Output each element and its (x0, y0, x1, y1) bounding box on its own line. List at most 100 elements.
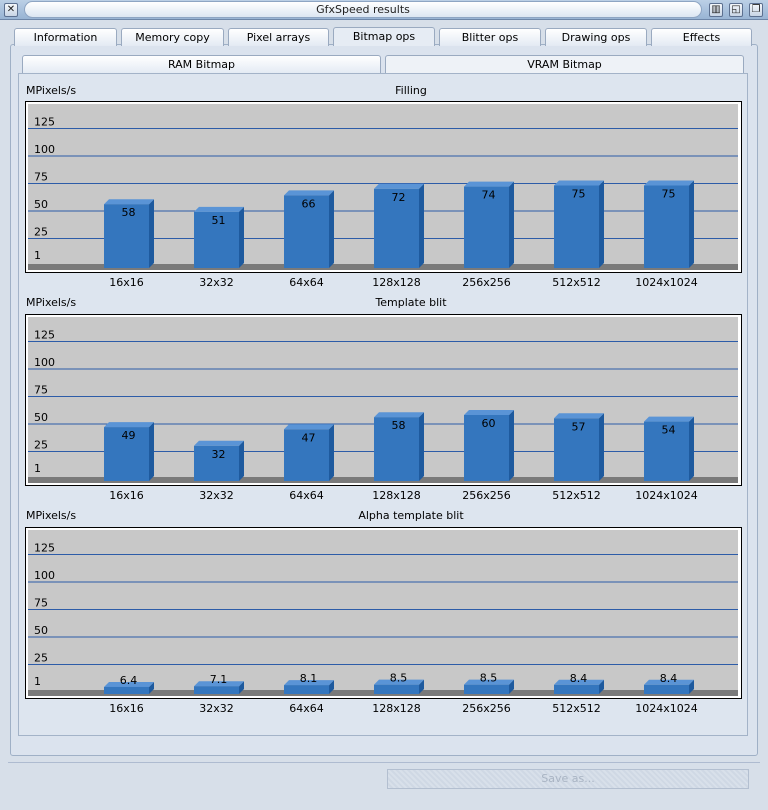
tab-memory-copy[interactable]: Memory copy (121, 28, 224, 46)
bar-top (644, 180, 694, 186)
bar-value-label: 66 (302, 197, 316, 210)
bar-side (689, 679, 694, 694)
bar-top (374, 679, 424, 685)
y-tick-label: 125 (34, 542, 55, 555)
x-tick-label: 1024x1024 (635, 276, 698, 289)
bar-side (149, 422, 154, 481)
chart-1-frame: 1 25 50 75 100 125 58 51 66 72 74 75 75 16x16 32x32 64… (25, 101, 742, 289)
bar-side (329, 190, 334, 268)
bar-top (374, 412, 424, 418)
y-tick-label: 75 (34, 384, 48, 397)
bar-value-label: 51 (212, 214, 226, 227)
window-title: GfxSpeed results (24, 1, 702, 18)
x-tick-label: 512x512 (552, 702, 601, 715)
bar (284, 195, 329, 268)
y-tick-label: 50 (34, 624, 48, 637)
bar-value-label: 8.5 (480, 672, 498, 685)
bar-top (464, 181, 514, 187)
bar-side (509, 410, 514, 481)
bar-value-label: 54 (662, 424, 676, 437)
tab-pixel-arrays[interactable]: Pixel arrays (228, 28, 329, 46)
bar-side (599, 180, 604, 268)
bar (374, 684, 419, 694)
y-tick-label: 75 (34, 597, 48, 610)
tab-label: Memory copy (135, 31, 210, 44)
y-tick-label: 100 (34, 569, 55, 582)
bar-value-label: 8.1 (300, 672, 318, 685)
bar (374, 188, 419, 268)
window-titlebar[interactable]: ✕ GfxSpeed results ▥ ◱ ❐ (0, 0, 768, 20)
chart-3-ylabel: MPixels/s (26, 509, 77, 522)
subtab-vram-bitmap[interactable]: VRAM Bitmap (385, 55, 744, 73)
tab-drawing-ops[interactable]: Drawing ops (545, 28, 647, 46)
save-as-label: Save as... (541, 772, 595, 785)
bar-top (194, 440, 244, 446)
tab-label: Blitter ops (461, 31, 519, 44)
bar-top (284, 424, 334, 430)
y-tick-label: 25 (34, 439, 48, 452)
chart-2-frame: 1 25 50 75 100 125 49 32 47 58 60 57 54 16x16 32x32 64… (25, 314, 742, 502)
y-tick-label: 1 (34, 462, 41, 475)
tab-label: Drawing ops (561, 31, 631, 44)
bar (104, 686, 149, 694)
bar (284, 685, 329, 694)
bar (554, 684, 599, 694)
bar-top (464, 679, 514, 685)
y-tick-label: 25 (34, 652, 48, 665)
bar-top (554, 679, 604, 685)
tab-label: Effects (682, 31, 721, 44)
subtab-ram-bitmap[interactable]: RAM Bitmap (22, 55, 381, 73)
bar (464, 186, 509, 268)
depth-button[interactable]: ❐ (749, 3, 763, 17)
bar-side (149, 199, 154, 268)
bar-top (284, 680, 334, 686)
bar-top (194, 206, 244, 212)
bar (464, 684, 509, 694)
tab-bitmap-ops[interactable]: Bitmap ops (333, 27, 435, 46)
bar-value-label: 75 (572, 188, 586, 201)
y-tick-label: 125 (34, 116, 55, 129)
chart-1-title: Filling (395, 84, 427, 97)
x-axis-labels: 16x16 32x32 64x64 128x128 256x256 512x512 1024… (26, 489, 743, 503)
iconify-icon: ▥ (711, 4, 721, 15)
x-tick-label: 16x16 (109, 702, 144, 715)
x-tick-label: 256x256 (462, 489, 511, 502)
x-axis-labels: 16x16 32x32 64x64 128x128 256x256 512x512 1024… (26, 276, 743, 290)
bar-value-label: 58 (392, 419, 406, 432)
tab-effects[interactable]: Effects (651, 28, 752, 46)
x-tick-label: 16x16 (109, 489, 144, 502)
iconify-button[interactable]: ▥ (709, 3, 723, 17)
x-tick-label: 1024x1024 (635, 489, 698, 502)
close-window-button[interactable]: ✕ (4, 3, 18, 17)
close-icon: ✕ (6, 4, 16, 15)
bar-top (644, 679, 694, 685)
chart-1-ylabel: MPixels/s (26, 84, 77, 97)
bar-value-label: 47 (302, 431, 316, 444)
x-tick-label: 1024x1024 (635, 702, 698, 715)
y-tick-label: 1 (34, 675, 41, 688)
x-tick-label: 16x16 (109, 276, 144, 289)
tab-blitter-ops[interactable]: Blitter ops (439, 28, 541, 46)
bar (104, 204, 149, 268)
tab-information[interactable]: Information (14, 28, 117, 46)
bar-top (194, 681, 244, 687)
bar-side (419, 412, 424, 481)
x-tick-label: 128x128 (372, 702, 421, 715)
y-tick-label: 50 (34, 198, 48, 211)
bar-side (239, 681, 244, 694)
bar-top (644, 416, 694, 422)
tab-label: Bitmap ops (352, 30, 416, 43)
bar-top (554, 413, 604, 419)
x-axis-labels: 16x16 32x32 64x64 128x128 256x256 512x512 1024… (26, 702, 743, 716)
x-tick-label: 32x32 (199, 489, 234, 502)
chart-3-title: Alpha template blit (358, 509, 464, 522)
bar-side (239, 440, 244, 481)
divider (8, 762, 760, 763)
bar-value-label: 57 (572, 420, 586, 433)
zoom-button[interactable]: ◱ (729, 3, 743, 17)
save-as-button[interactable]: Save as... (387, 769, 749, 789)
bar-top (284, 190, 334, 196)
zoom-icon: ◱ (731, 4, 741, 15)
